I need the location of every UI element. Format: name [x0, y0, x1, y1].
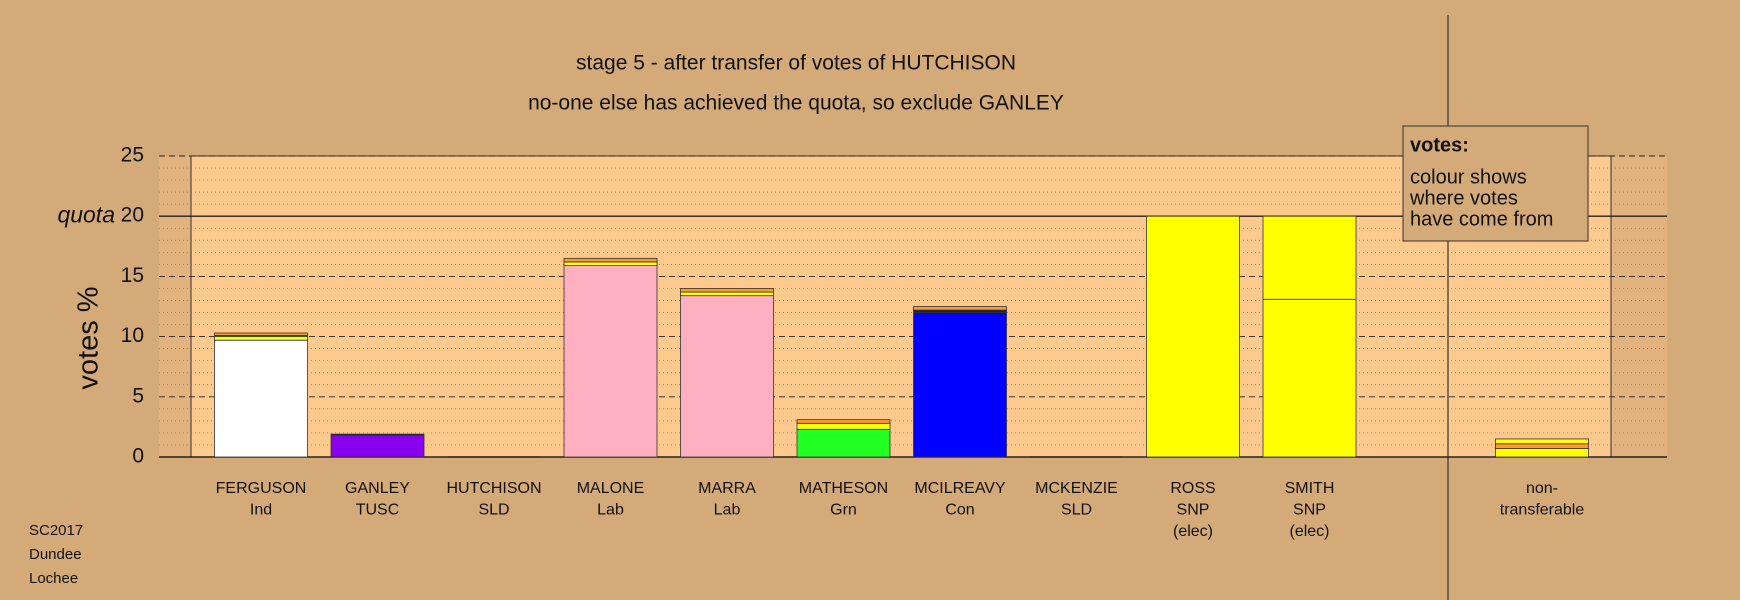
x-tick-label: ROSS [1170, 480, 1215, 497]
x-tick-label: Grn [830, 502, 857, 519]
bar-segment [1495, 443, 1589, 449]
x-tick-label: Con [945, 502, 974, 519]
legend-line: where votes [1409, 187, 1518, 209]
bar-segment [1495, 438, 1589, 445]
bar-segment [913, 312, 1007, 458]
y-tick-label: 25 [121, 144, 144, 167]
plot-area [190, 155, 1612, 458]
x-tick-label: SLD [1061, 502, 1092, 519]
y-tick-label: 0 [132, 445, 144, 468]
bar-segment [796, 419, 891, 424]
y-tick-label: 20 [121, 204, 144, 227]
bar-segment [680, 291, 774, 297]
bar-segment [796, 428, 891, 458]
x-tick-label: MATHESON [799, 480, 888, 497]
footnote: Lochee [29, 570, 78, 587]
x-tick-label: transferable [1500, 502, 1585, 519]
bar-segment [330, 434, 425, 458]
y-axis-label: votes % [73, 286, 105, 389]
chart-title: stage 5 - after transfer of votes of HUT… [576, 52, 1016, 75]
footnote: SC2017 [29, 522, 83, 539]
x-tick-label: (elec) [1173, 523, 1213, 540]
chart-subtitle: no-one else has achieved the quota, so e… [528, 92, 1064, 115]
x-tick-label: non- [1526, 480, 1558, 497]
bar-segment [330, 433, 425, 436]
x-tick-label: Lab [597, 502, 624, 519]
bar-segment [563, 265, 658, 458]
bar-segment [1262, 215, 1357, 300]
bar-segment [214, 332, 308, 336]
bar-segment [680, 295, 774, 458]
x-tick-label: MCILREAVY [914, 480, 1006, 497]
labels: 0 5 10 15 20 25 quota FERGUSON Ind GANLEY TUSC HUTC… [57, 144, 1584, 541]
x-tick-label: MALONE [577, 480, 645, 497]
bar-segment [563, 257, 658, 263]
bar-segment [563, 261, 658, 266]
x-tick-label: SLD [478, 502, 509, 519]
x-tick-label: FERGUSON [216, 480, 307, 497]
legend: votes: colour shows where votes have com… [1402, 125, 1589, 242]
bar-segment [1146, 215, 1240, 458]
x-tick-label: TUSC [356, 502, 400, 519]
y-tick-label: 10 [121, 324, 144, 347]
y-tick-label: 5 [132, 384, 144, 407]
bar-segment [1495, 448, 1589, 458]
y-tick-label: 15 [121, 264, 144, 287]
legend-box [1402, 125, 1589, 242]
x-tick-label: GANLEY [345, 480, 410, 497]
bar-segment [680, 288, 774, 293]
x-tick-label: Lab [714, 502, 741, 519]
x-tick-label: SNP [1177, 502, 1210, 519]
x-tick-label: MARRA [698, 480, 756, 497]
x-tick-label: HUTCHISON [446, 480, 541, 497]
x-tick-label: (elec) [1289, 523, 1329, 540]
bar-segment [913, 306, 1007, 311]
legend-line: have come from [1410, 208, 1553, 230]
x-tick-label: MCKENZIE [1035, 480, 1118, 497]
bars [214, 215, 1589, 458]
quota-label: quota [57, 201, 115, 227]
bar-segment [796, 422, 891, 430]
legend-heading: votes: [1410, 134, 1469, 156]
bar-segment [214, 339, 308, 458]
x-tick-label: SNP [1293, 502, 1326, 519]
x-tick-label: SMITH [1285, 480, 1335, 497]
bar-segment [1262, 298, 1357, 458]
legend-line: colour shows [1410, 166, 1527, 188]
footnote: Dundee [29, 546, 82, 563]
bar-segment [214, 336, 308, 341]
x-tick-label: Ind [250, 502, 272, 519]
